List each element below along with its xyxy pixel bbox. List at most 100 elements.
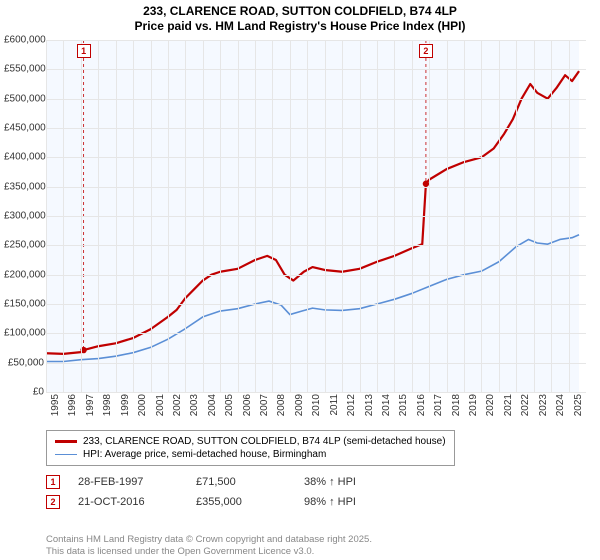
x-axis-label: 1998 [102,394,113,422]
y-axis-label: £300,000 [4,211,44,222]
legend-box: 233, CLARENCE ROAD, SUTTON COLDFIELD, B7… [46,430,455,466]
gridline-v [481,40,482,392]
legend-swatch-hpi [55,454,77,456]
sales-row-2: 2 21-OCT-2016 £355,000 98% ↑ HPI [46,492,394,512]
footnote-line2: This data is licensed under the Open Gov… [46,546,372,558]
gridline-h [46,128,586,129]
y-axis-label: £400,000 [4,152,44,163]
sales-row-1: 1 28-FEB-1997 £71,500 38% ↑ HPI [46,472,394,492]
x-axis-label: 2005 [224,394,235,422]
gridline-h [46,99,586,100]
y-axis-label: £0 [4,387,44,398]
x-axis-label: 2018 [451,394,462,422]
sale-marker-1: 1 [46,475,60,489]
gridline-h [46,40,586,41]
y-axis-label: £500,000 [4,93,44,104]
x-axis-label: 2007 [259,394,270,422]
gridline-v [412,40,413,392]
y-axis-label: £250,000 [4,240,44,251]
x-axis-label: 2000 [137,394,148,422]
gridline-v [238,40,239,392]
x-axis-label: 2014 [381,394,392,422]
x-axis-label: 2009 [294,394,305,422]
gridline-v [464,40,465,392]
x-axis-label: 2015 [398,394,409,422]
gridline-v [151,40,152,392]
x-axis-label: 2011 [329,394,340,422]
gridline-v [325,40,326,392]
gridline-v [290,40,291,392]
legend-swatch-property [55,440,77,442]
gridline-h [46,363,586,364]
footnote: Contains HM Land Registry data © Crown c… [46,534,372,558]
y-axis-label: £100,000 [4,328,44,339]
gridline-v [551,40,552,392]
gridline-v [203,40,204,392]
x-axis-label: 2013 [364,394,375,422]
x-axis-label: 1995 [50,394,61,422]
x-axis-label: 2021 [503,394,514,422]
y-axis-label: £350,000 [4,181,44,192]
sale-marker-box: 2 [419,44,433,58]
x-axis-label: 2023 [538,394,549,422]
sale-price-2: £355,000 [196,496,286,508]
x-axis-label: 2008 [276,394,287,422]
gridline-h [46,245,586,246]
gridline-v [185,40,186,392]
x-axis-label: 2010 [311,394,322,422]
x-axis-label: 2004 [207,394,218,422]
sale-marker-2: 2 [46,495,60,509]
gridline-v [394,40,395,392]
gridline-v [534,40,535,392]
x-axis-label: 2025 [573,394,584,422]
legend-label-property: 233, CLARENCE ROAD, SUTTON COLDFIELD, B7… [83,436,446,447]
footnote-line1: Contains HM Land Registry data © Crown c… [46,534,372,546]
x-axis-label: 1996 [67,394,78,422]
sale-marker-box: 1 [77,44,91,58]
gridline-v [429,40,430,392]
chart-title-block: 233, CLARENCE ROAD, SUTTON COLDFIELD, B7… [0,0,600,34]
gridline-v [377,40,378,392]
y-axis-label: £450,000 [4,123,44,134]
x-axis-label: 2006 [242,394,253,422]
gridline-h [46,275,586,276]
legend-label-hpi: HPI: Average price, semi-detached house,… [83,449,326,460]
gridline-h [46,333,586,334]
x-axis-label: 2022 [520,394,531,422]
sales-table: 1 28-FEB-1997 £71,500 38% ↑ HPI 2 21-OCT… [46,472,394,512]
plot-area [46,40,586,392]
y-axis-label: £150,000 [4,299,44,310]
sale-price-1: £71,500 [196,476,286,488]
y-axis-label: £600,000 [4,35,44,46]
gridline-h [46,392,586,393]
gridline-h [46,157,586,158]
gridline-h [46,187,586,188]
gridline-v [81,40,82,392]
gridline-v [220,40,221,392]
x-axis-label: 2001 [155,394,166,422]
gridline-h [46,304,586,305]
x-axis-label: 1999 [120,394,131,422]
gridline-v [342,40,343,392]
gridline-h [46,69,586,70]
legend-row-property: 233, CLARENCE ROAD, SUTTON COLDFIELD, B7… [55,435,446,448]
y-axis-label: £200,000 [4,269,44,280]
gridline-v [255,40,256,392]
gridline-v [447,40,448,392]
gridline-v [98,40,99,392]
gridline-h [46,216,586,217]
chart-container: 233, CLARENCE ROAD, SUTTON COLDFIELD, B7… [0,0,600,560]
y-axis-label: £50,000 [4,357,44,368]
chart-title-line1: 233, CLARENCE ROAD, SUTTON COLDFIELD, B7… [0,4,600,19]
gridline-v [168,40,169,392]
sale-date-1: 28-FEB-1997 [78,476,178,488]
x-axis-label: 2019 [468,394,479,422]
x-axis-label: 1997 [85,394,96,422]
gridline-v [307,40,308,392]
x-axis-label: 2003 [189,394,200,422]
gridline-v [133,40,134,392]
gridline-v [569,40,570,392]
chart-title-line2: Price paid vs. HM Land Registry's House … [0,19,600,34]
gridline-v [272,40,273,392]
x-axis-label: 2020 [485,394,496,422]
